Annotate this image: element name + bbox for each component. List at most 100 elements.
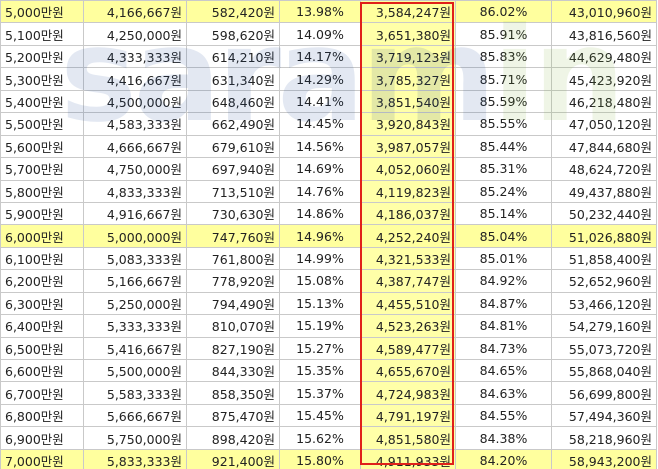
cell-monthly-gross[interactable]: 4,166,667원 xyxy=(83,0,187,24)
cell-net-monthly-pay[interactable]: 4,186,037원 xyxy=(360,201,456,226)
cell-net-monthly-pay[interactable]: 4,052,060원 xyxy=(360,157,456,181)
cell-annual-net[interactable]: 44,629,480원 xyxy=(551,44,657,69)
cell-monthly-gross[interactable]: 5,500,000원 xyxy=(83,358,187,383)
cell-net-rate[interactable]: 84.81% xyxy=(455,314,552,338)
cell-net-rate[interactable]: 86.02% xyxy=(455,0,552,24)
cell-net-monthly-pay[interactable]: 4,589,477원 xyxy=(360,336,456,361)
cell-net-rate[interactable]: 85.24% xyxy=(455,179,552,203)
cell-deductions[interactable]: 582,420원 xyxy=(186,0,280,24)
cell-net-monthly-pay[interactable]: 4,252,240원 xyxy=(360,224,456,248)
cell-net-rate[interactable]: 84.55% xyxy=(455,403,552,428)
cell-annual-net[interactable]: 56,699,800원 xyxy=(551,381,657,405)
cell-net-rate[interactable]: 84.63% xyxy=(455,381,552,405)
cell-deduction-rate[interactable]: 15.27% xyxy=(279,336,361,361)
cell-deductions[interactable]: 662,490원 xyxy=(186,112,280,136)
cell-deductions[interactable]: 858,350원 xyxy=(186,381,280,405)
cell-deduction-rate[interactable]: 14.17% xyxy=(279,44,361,69)
cell-net-rate[interactable]: 85.04% xyxy=(455,224,552,248)
cell-net-rate[interactable]: 84.38% xyxy=(455,426,552,450)
cell-monthly-gross[interactable]: 5,583,333원 xyxy=(83,381,187,405)
cell-annual-salary[interactable]: 5,700만원 xyxy=(0,157,84,181)
cell-deductions[interactable]: 794,490원 xyxy=(186,291,280,316)
cell-net-rate[interactable]: 85.01% xyxy=(455,246,552,271)
cell-deduction-rate[interactable]: 15.37% xyxy=(279,381,361,405)
cell-annual-net[interactable]: 50,232,440원 xyxy=(551,201,657,226)
cell-deductions[interactable]: 844,330원 xyxy=(186,358,280,383)
cell-deduction-rate[interactable]: 15.62% xyxy=(279,426,361,450)
cell-annual-salary[interactable]: 5,500만원 xyxy=(0,112,84,136)
cell-net-rate[interactable]: 84.73% xyxy=(455,336,552,361)
cell-monthly-gross[interactable]: 4,583,333원 xyxy=(83,112,187,136)
cell-annual-net[interactable]: 55,868,040원 xyxy=(551,358,657,383)
cell-monthly-gross[interactable]: 4,333,333원 xyxy=(83,44,187,69)
cell-monthly-gross[interactable]: 4,750,000원 xyxy=(83,157,187,181)
cell-annual-salary[interactable]: 6,100만원 xyxy=(0,246,84,271)
cell-annual-salary[interactable]: 5,300만원 xyxy=(0,67,84,91)
cell-monthly-gross[interactable]: 4,666,667원 xyxy=(83,134,187,159)
cell-net-rate[interactable]: 84.87% xyxy=(455,291,552,316)
cell-deduction-rate[interactable]: 15.80% xyxy=(279,448,361,469)
cell-deductions[interactable]: 827,190원 xyxy=(186,336,280,361)
cell-annual-salary[interactable]: 6,400만원 xyxy=(0,314,84,338)
cell-annual-net[interactable]: 54,279,160원 xyxy=(551,314,657,338)
cell-deductions[interactable]: 875,470원 xyxy=(186,403,280,428)
cell-monthly-gross[interactable]: 5,833,333원 xyxy=(83,448,187,469)
cell-monthly-gross[interactable]: 5,166,667원 xyxy=(83,269,187,293)
cell-deduction-rate[interactable]: 14.69% xyxy=(279,157,361,181)
cell-net-monthly-pay[interactable]: 4,119,823원 xyxy=(360,179,456,203)
cell-monthly-gross[interactable]: 5,666,667원 xyxy=(83,403,187,428)
cell-net-monthly-pay[interactable]: 3,651,380원 xyxy=(360,22,456,46)
cell-monthly-gross[interactable]: 4,916,667원 xyxy=(83,201,187,226)
cell-net-monthly-pay[interactable]: 3,719,123원 xyxy=(360,44,456,69)
cell-monthly-gross[interactable]: 4,250,000원 xyxy=(83,22,187,46)
cell-monthly-gross[interactable]: 5,000,000원 xyxy=(83,224,187,248)
cell-deduction-rate[interactable]: 15.45% xyxy=(279,403,361,428)
cell-annual-salary[interactable]: 6,200만원 xyxy=(0,269,84,293)
cell-net-monthly-pay[interactable]: 4,851,580원 xyxy=(360,426,456,450)
cell-net-monthly-pay[interactable]: 3,987,057원 xyxy=(360,134,456,159)
cell-annual-net[interactable]: 57,494,360원 xyxy=(551,403,657,428)
cell-net-rate[interactable]: 84.20% xyxy=(455,448,552,469)
cell-annual-net[interactable]: 53,466,120원 xyxy=(551,291,657,316)
cell-net-rate[interactable]: 84.92% xyxy=(455,269,552,293)
cell-deduction-rate[interactable]: 14.96% xyxy=(279,224,361,248)
cell-net-monthly-pay[interactable]: 3,584,247원 xyxy=(360,0,456,24)
cell-net-monthly-pay[interactable]: 4,724,983원 xyxy=(360,381,456,405)
cell-annual-salary[interactable]: 5,000만원 xyxy=(0,0,84,24)
cell-annual-net[interactable]: 48,624,720원 xyxy=(551,157,657,181)
cell-annual-net[interactable]: 51,026,880원 xyxy=(551,224,657,248)
cell-monthly-gross[interactable]: 5,333,333원 xyxy=(83,314,187,338)
cell-net-monthly-pay[interactable]: 4,387,747원 xyxy=(360,269,456,293)
cell-deductions[interactable]: 810,070원 xyxy=(186,314,280,338)
cell-monthly-gross[interactable]: 5,416,667원 xyxy=(83,336,187,361)
cell-deduction-rate[interactable]: 14.45% xyxy=(279,112,361,136)
cell-deductions[interactable]: 648,460원 xyxy=(186,89,280,114)
cell-deduction-rate[interactable]: 13.98% xyxy=(279,0,361,24)
cell-deduction-rate[interactable]: 14.41% xyxy=(279,89,361,114)
cell-annual-salary[interactable]: 5,100만원 xyxy=(0,22,84,46)
cell-deductions[interactable]: 898,420원 xyxy=(186,426,280,450)
cell-annual-net[interactable]: 45,423,920원 xyxy=(551,67,657,91)
cell-net-rate[interactable]: 85.59% xyxy=(455,89,552,114)
cell-annual-salary[interactable]: 6,800만원 xyxy=(0,403,84,428)
cell-deductions[interactable]: 921,400원 xyxy=(186,448,280,469)
cell-annual-net[interactable]: 47,844,680원 xyxy=(551,134,657,159)
cell-deduction-rate[interactable]: 15.13% xyxy=(279,291,361,316)
cell-deduction-rate[interactable]: 15.08% xyxy=(279,269,361,293)
cell-net-monthly-pay[interactable]: 4,655,670원 xyxy=(360,358,456,383)
cell-net-rate[interactable]: 85.31% xyxy=(455,157,552,181)
cell-annual-net[interactable]: 43,010,960원 xyxy=(551,0,657,24)
cell-deduction-rate[interactable]: 15.35% xyxy=(279,358,361,383)
cell-net-monthly-pay[interactable]: 4,523,263원 xyxy=(360,314,456,338)
cell-deductions[interactable]: 778,920원 xyxy=(186,269,280,293)
cell-annual-salary[interactable]: 5,800만원 xyxy=(0,179,84,203)
cell-annual-salary[interactable]: 5,900만원 xyxy=(0,201,84,226)
cell-monthly-gross[interactable]: 5,250,000원 xyxy=(83,291,187,316)
cell-annual-salary[interactable]: 6,900만원 xyxy=(0,426,84,450)
cell-net-monthly-pay[interactable]: 4,455,510원 xyxy=(360,291,456,316)
cell-annual-salary[interactable]: 6,000만원 xyxy=(0,224,84,248)
cell-deductions[interactable]: 631,340원 xyxy=(186,67,280,91)
cell-net-rate[interactable]: 85.71% xyxy=(455,67,552,91)
cell-monthly-gross[interactable]: 5,750,000원 xyxy=(83,426,187,450)
cell-deduction-rate[interactable]: 14.09% xyxy=(279,22,361,46)
